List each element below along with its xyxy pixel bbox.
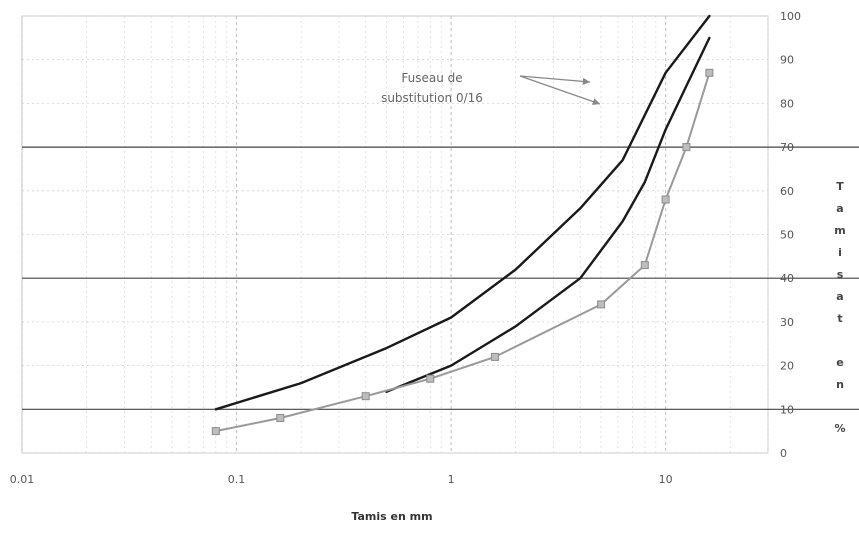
series-line-2 <box>385 36 711 393</box>
y-axis-title-char: e <box>836 356 843 369</box>
y-tick-label: 30 <box>780 316 794 329</box>
y-tick-label: 90 <box>780 54 794 67</box>
y-tick-label: 100 <box>780 10 801 23</box>
series-3-point <box>426 374 435 383</box>
x-tick-label: 10 <box>659 473 673 486</box>
series-line-3 <box>214 71 711 433</box>
y-tick-label: 60 <box>780 185 794 198</box>
y-axis-title-char: i <box>838 246 842 259</box>
x-tick-label: 1 <box>448 473 455 486</box>
series-3-point <box>640 261 649 270</box>
annotation: Fuseau de substitution 0/16 <box>381 71 601 106</box>
series-3-point <box>361 392 370 401</box>
annotation-line-2: substitution 0/16 <box>381 91 483 105</box>
series-line-1 <box>214 14 711 411</box>
y-axis-title-char: t <box>837 312 842 325</box>
y-tick-label: 40 <box>780 272 794 285</box>
y-axis-title-char: s <box>837 268 844 281</box>
y-tick-label: 50 <box>780 229 794 242</box>
series-3-point <box>705 68 714 77</box>
y-tick-label: 10 <box>780 403 794 416</box>
series-3-point <box>211 427 220 436</box>
y-tick-label: 80 <box>780 97 794 110</box>
series-3-point <box>276 414 285 422</box>
series-group <box>211 14 714 436</box>
y-axis-title-char: a <box>836 202 843 215</box>
x-tick-label: 0.1 <box>228 473 246 486</box>
y-tick-label: 0 <box>780 447 787 460</box>
series-3-point <box>490 352 499 361</box>
annotation-arrow-1 <box>519 75 591 85</box>
x-axis-title: Tamis en mm <box>351 510 432 523</box>
annotation-line-1: Fuseau de <box>401 71 462 85</box>
series-3-point <box>661 195 670 204</box>
x-tick-labels: 0.01 0.1 1 10 <box>10 473 673 486</box>
y-tick-label: 20 <box>780 360 794 373</box>
grid <box>21 15 859 454</box>
y-axis-title-char: a <box>836 290 843 303</box>
x-tick-label: 0.01 <box>10 473 35 486</box>
y-tick-label: 70 <box>780 141 794 154</box>
series-3-point <box>682 143 691 152</box>
series-3-point <box>597 300 606 309</box>
y-axis-title-char: % <box>834 422 845 435</box>
y-tick-labels: 0 10 20 30 40 50 60 70 80 90 100 <box>780 10 801 460</box>
y-axis-title-char: T <box>836 180 844 193</box>
y-axis-title-char: n <box>836 378 844 391</box>
annotation-arrow-2 <box>519 75 601 106</box>
y-axis-title-char: m <box>834 224 845 237</box>
